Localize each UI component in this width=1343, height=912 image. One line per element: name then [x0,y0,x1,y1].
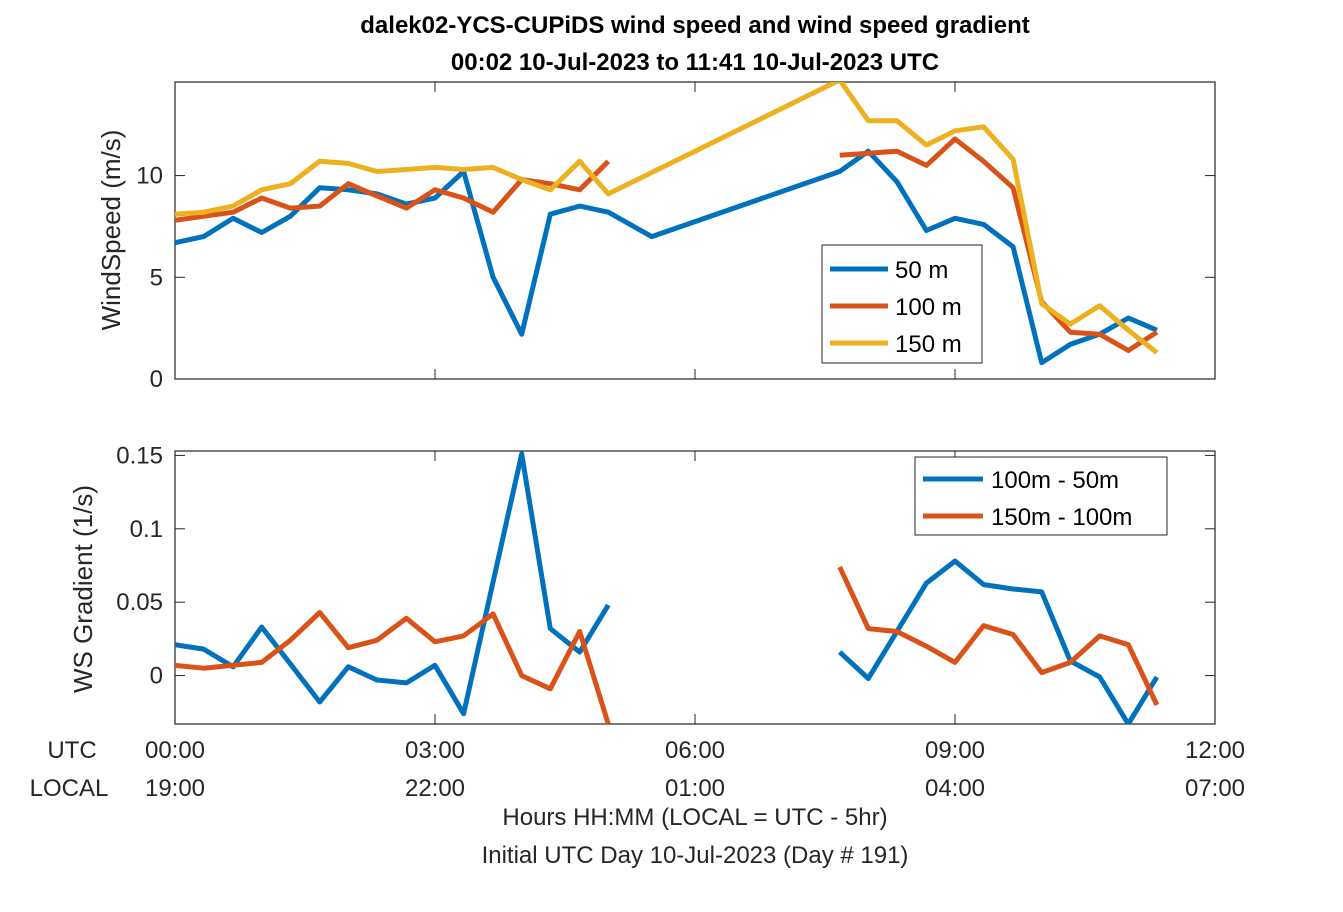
x-tick-labels: 00:00 19:00 03:00 22:00 06:00 01:00 09:00 04:00… [145,737,1245,802]
gradient-ytick-label: 0 [150,663,163,690]
legend-label-150m: 150 m [895,331,962,358]
utc-tick-label: 00:00 [145,737,205,764]
windspeed-series-50-m [175,148,1158,366]
utc-tick-label: 09:00 [925,737,985,764]
windspeed-legend: 50 m 100 m 150 m [821,244,983,364]
utc-tick-label: 12:00 [1185,737,1245,764]
legend-label-100m-50m: 100m - 50m [991,467,1119,494]
x-axis-label: Hours HH:MM (LOCAL = UTC - 5hr) [502,804,887,831]
windspeed-ytick-label: 5 [150,264,163,291]
gradient-legend: 100m - 50m 150m - 100m [914,456,1168,536]
gradient-ticks: 0 0.05 0.1 0.15 [116,442,1216,724]
chart-title-line1: dalek02-YCS-CUPiDS wind speed and wind s… [360,12,1029,39]
windspeed-series-100-m [175,136,1159,353]
gradient-ytick-label: 0.1 [130,516,163,543]
windspeed-ytick-label: 10 [136,163,163,190]
x-axis-day-label: Initial UTC Day 10-Jul-2023 (Day # 191) [482,842,909,869]
windspeed-ticks: 0 5 10 [136,82,1216,393]
local-tick-label: 01:00 [665,775,725,802]
windspeed-panel: 0 5 10 WindSpeed (m/s) 50 m 100 m 150 m [96,81,1216,393]
windspeed-ytick-label: 0 [150,366,163,393]
gradient-series-100m-50m [175,451,1160,724]
gradient-panel: 0 0.05 0.1 0.15 WS Gradient (1/s) 100m - 50… [68,442,1216,725]
local-row-label: LOCAL [30,775,109,802]
windspeed-series-150-m [175,82,1159,355]
x-axis-labels: UTC LOCAL 00:00 19:00 03:00 22:00 06:00 01:00… [30,737,1245,869]
gradient-series [175,451,1160,724]
legend-label-150m-100m: 150m - 100m [991,504,1132,531]
utc-tick-label: 06:00 [665,737,725,764]
local-tick-label: 19:00 [145,775,205,802]
utc-tick-label: 03:00 [405,737,465,764]
gradient-ytick-label: 0.05 [116,589,163,616]
gradient-series-150m-100m [175,565,1160,724]
windspeed-axes-box [174,81,1216,380]
local-tick-label: 04:00 [925,775,985,802]
utc-row-label: UTC [47,737,96,764]
local-tick-label: 22:00 [405,775,465,802]
legend-label-50m: 50 m [895,257,948,284]
windspeed-series [175,82,1159,366]
gradient-ylabel: WS Gradient (1/s) [68,485,98,693]
local-tick-label: 07:00 [1185,775,1245,802]
legend-label-100m: 100 m [895,294,962,321]
windspeed-ylabel: WindSpeed (m/s) [96,130,126,331]
chart-title-line2: 00:02 10-Jul-2023 to 11:41 10-Jul-2023 U… [451,49,939,76]
gradient-ytick-label: 0.15 [116,442,163,469]
gradient-legend-box [914,456,1168,536]
